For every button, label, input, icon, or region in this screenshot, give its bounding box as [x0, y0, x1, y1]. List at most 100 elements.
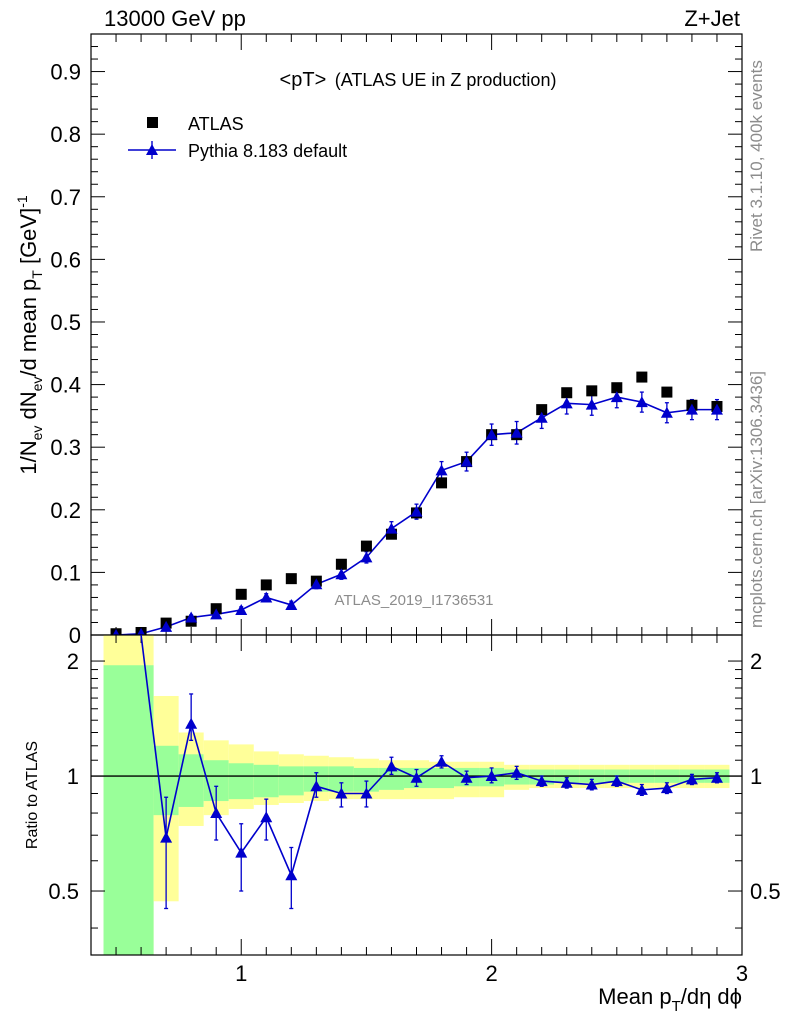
ratio-pythia-point	[435, 755, 448, 767]
band-inner-bin	[278, 766, 304, 796]
ratio-pythia-point	[310, 780, 323, 792]
atlas-data-point	[561, 387, 573, 399]
band-inner-bin	[103, 665, 154, 955]
ratio-pythia-line	[140, 634, 718, 878]
ratio-y-tick-label-right: 2	[750, 649, 762, 674]
atlas-data-point	[285, 573, 297, 585]
pythia-point	[435, 464, 448, 476]
ratio-y-tick-label: 1	[67, 764, 79, 789]
main-y-tick-label: 0.4	[50, 373, 81, 398]
ratio-pythia-point	[160, 831, 173, 843]
ratio-pythia-point	[660, 782, 673, 794]
atlas-data-point	[536, 404, 548, 416]
atlas-data-point	[235, 588, 247, 600]
atlas-data-point	[385, 528, 397, 540]
pythia-point	[210, 608, 223, 620]
main-y-tick-label: 0.8	[50, 122, 81, 147]
band-inner-bin	[429, 767, 455, 789]
ratio-y-tick-label: 2	[67, 649, 79, 674]
process-label: Z+Jet	[684, 6, 740, 31]
pythia-point	[160, 620, 173, 632]
pythia-point	[310, 578, 323, 590]
x-tick-label: 2	[485, 961, 497, 986]
legend-label-pythia: Pythia 8.183 default	[188, 141, 347, 161]
legend-marker-pythia	[146, 144, 158, 155]
ratio-pythia-point	[710, 771, 723, 783]
pythia-point	[635, 396, 648, 408]
pythia-point	[660, 406, 673, 418]
pythia-point	[360, 551, 373, 563]
legend-marker-atlas	[147, 117, 158, 128]
analysis-watermark: ATLAS_2019_I1736531	[334, 592, 493, 609]
ratio-y-tick-label-right: 1	[750, 764, 762, 789]
ratio-pythia-point	[535, 775, 548, 787]
ratio-y-tick-label-right: 0.5	[750, 879, 781, 904]
legend-label-atlas: ATLAS	[188, 114, 244, 134]
main-y-tick-label: 0.7	[50, 185, 81, 210]
main-y-tick-label: 0.3	[50, 435, 81, 460]
ratio-pythia-point	[560, 776, 573, 788]
atlas-data-point	[360, 540, 372, 552]
pythia-point	[560, 397, 573, 409]
main-y-tick-label: 0.5	[50, 310, 81, 335]
energy-label: 13000 GeV pp	[104, 6, 246, 31]
pythia-point	[260, 591, 273, 603]
band-inner-bin	[253, 764, 279, 798]
pythia-point	[535, 411, 548, 423]
ratio-pythia-point	[360, 787, 373, 799]
atlas-data-point	[661, 386, 673, 398]
atlas-data-point	[335, 558, 347, 570]
atlas-data-point	[436, 477, 448, 489]
ratio-pythia-point	[460, 771, 473, 783]
legend: ATLAS Pythia 8.183 default	[128, 114, 347, 161]
ratio-plot-marks: 1 2 3 0.5 0.5 1 1 2 2	[48, 634, 781, 986]
pythia-point	[710, 403, 723, 415]
ratio-y-tick-label: 0.5	[48, 879, 79, 904]
main-y-tick-label: 0.6	[50, 247, 81, 272]
ratio-pythia-point	[235, 846, 248, 858]
atlas-data-point	[611, 382, 623, 394]
main-y-tick-label: 0.9	[50, 60, 81, 85]
ratio-pythia-point	[685, 773, 698, 785]
x-tick-label: 3	[736, 961, 748, 986]
ratio-pythia-point	[635, 783, 648, 795]
pythia-point	[585, 398, 598, 410]
x-tick-label: 1	[235, 961, 247, 986]
pythia-point	[510, 426, 523, 438]
pythia-point	[335, 568, 348, 580]
main-plot-marks: 0 0.1 0.2 0.3 0.4 0.5 0.6 0.7 0.8 0.9	[50, 33, 743, 648]
ratio-pythia-point	[485, 770, 498, 782]
ratio-pythia-point	[385, 760, 398, 772]
pythia-point	[685, 403, 698, 415]
atlas-data-point	[586, 385, 598, 397]
ratio-pythia-point	[610, 775, 623, 787]
ratio-pythia-point	[410, 771, 423, 783]
main-y-axis-label: 1/Nev dNev/d mean pT [GeV]-1	[14, 195, 45, 475]
main-y-tick-label: 0.2	[50, 498, 81, 523]
ratio-pythia-point	[285, 869, 298, 881]
main-y-tick-label: 0	[69, 623, 81, 648]
pythia-point	[610, 391, 623, 403]
site-label: mcplots.cern.ch [arXiv:1306.3436]	[747, 371, 766, 628]
plot-title: <pT> (ATLAS UE in Z production)	[280, 69, 557, 91]
main-y-tick-label: 0.1	[50, 560, 81, 585]
ratio-pythia-point	[510, 766, 523, 778]
atlas-data-point	[636, 371, 648, 383]
ratio-pythia-point	[210, 807, 223, 819]
ratio-pythia-point	[185, 717, 198, 729]
ratio-pythia-point	[585, 778, 598, 790]
atlas-data-point	[260, 579, 272, 591]
ratio-y-axis-label: Ratio to ATLAS	[24, 741, 41, 849]
pythia-point	[285, 598, 298, 610]
pythia-point	[485, 428, 498, 440]
pythia-point	[235, 603, 248, 615]
pythia-point	[460, 455, 473, 467]
band-inner-bin	[228, 763, 254, 800]
pythia-point	[185, 611, 198, 623]
x-axis-label: Mean pT/dη dϕ	[598, 984, 742, 1015]
pythia-point	[410, 505, 423, 517]
pythia-point	[385, 522, 398, 534]
ratio-pythia-point	[335, 787, 348, 799]
ratio-pythia-point	[260, 811, 273, 823]
